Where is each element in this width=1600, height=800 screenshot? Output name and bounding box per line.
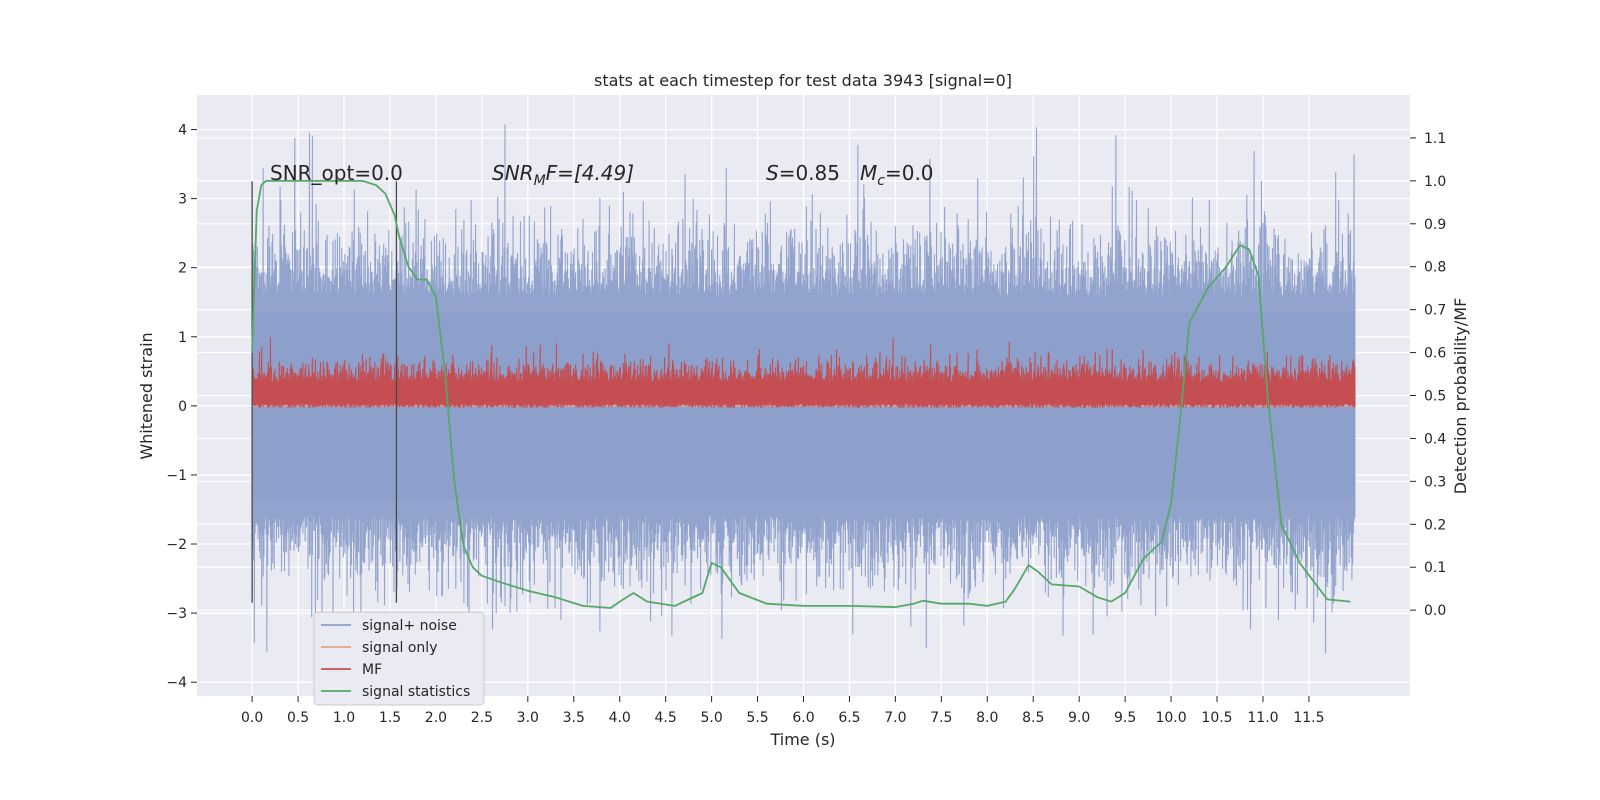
chart-title: stats at each timestep for test data 394… xyxy=(594,71,1012,90)
legend-label-signal-only: signal only xyxy=(362,640,437,656)
x-tick-label: 3.0 xyxy=(517,710,539,726)
y-tick-label-right: 0.7 xyxy=(1424,303,1446,319)
y-tick-label-left: −1 xyxy=(166,468,187,484)
x-tick-label: 0.5 xyxy=(287,710,309,726)
y-tick-label-right: 0.6 xyxy=(1424,346,1446,362)
series-mf xyxy=(251,337,1356,408)
y-axis-label-right: Detection probability/MF xyxy=(1451,298,1470,495)
legend-label-signal-plus-noise: signal+ noise xyxy=(362,618,457,634)
x-tick-label: 2.0 xyxy=(425,710,447,726)
x-tick-label: 6.5 xyxy=(838,710,860,726)
y-tick-label-left: 3 xyxy=(178,192,187,208)
annotation-s-rest: =0.85 xyxy=(779,161,840,185)
x-tick-label: 6.0 xyxy=(792,710,814,726)
y-tick-label-left: 1 xyxy=(178,330,187,346)
x-tick-label: 1.0 xyxy=(333,710,355,726)
legend-box xyxy=(313,611,485,706)
y-tick-label-right: 1.1 xyxy=(1424,131,1446,147)
y-tick-label-right: 0.1 xyxy=(1424,560,1446,576)
y-tick-label-left: 2 xyxy=(178,261,187,277)
x-tick-label: 8.5 xyxy=(1022,710,1044,726)
signal-statistics-line xyxy=(251,180,1351,609)
y-ticks-right: 1.1 1.0 0.9 0.8 0.7 0.6 0.5 0.4 0.3 0.2 0.1 0.0 xyxy=(1410,131,1446,619)
annotation-snr-mf-main: SNR xyxy=(492,161,534,185)
y-tick-label-right: 1.0 xyxy=(1424,174,1446,190)
x-tick-label: 5.0 xyxy=(700,710,722,726)
x-ticks: 0.0 0.5 1.0 1.5 2.0 2.5 3.0 3.5 4.0 4.5 5.0 5.5 6.0 6… xyxy=(241,696,1325,726)
y-tick-label-right: 0.5 xyxy=(1424,389,1446,405)
x-tick-label: 11.5 xyxy=(1293,710,1324,726)
legend-label-mf: MF xyxy=(362,662,382,678)
legend: signal+ noise signal only MF signal stat… xyxy=(313,611,485,706)
annotation-snr-opt: SNR_opt=0.0 xyxy=(270,161,403,185)
x-tick-label: 4.0 xyxy=(609,710,631,726)
x-axis-label: Time (s) xyxy=(769,730,835,749)
y-tick-label-left: 4 xyxy=(178,123,187,139)
annotation-snr-mf: SNRMF=[4.49] xyxy=(492,161,634,189)
annotation-s: S=0.85 xyxy=(766,161,840,185)
y-axis-label-left: Whitened strain xyxy=(137,332,156,459)
x-tick-label: 7.0 xyxy=(884,710,906,726)
x-tick-label: 8.0 xyxy=(976,710,998,726)
annotation-mc-main: M xyxy=(860,161,877,185)
y-tick-label-left: −2 xyxy=(166,537,187,553)
annotation-mc-sub: c xyxy=(877,173,885,189)
y-ticks-left: 4 3 2 1 0 −1 −2 −3 −4 xyxy=(166,123,197,691)
mf-core xyxy=(252,385,1355,402)
legend-label-signal-statistics: signal statistics xyxy=(362,684,470,700)
annotation-mc-rest: =0.0 xyxy=(885,161,934,185)
x-tick-label: 4.5 xyxy=(655,710,677,726)
x-tick-label: 2.5 xyxy=(471,710,493,726)
series-signal-statistics xyxy=(251,180,1351,609)
x-tick-label: 5.5 xyxy=(746,710,768,726)
x-tick-label: 10.5 xyxy=(1201,710,1232,726)
x-tick-label: 11.0 xyxy=(1247,710,1278,726)
x-tick-label: 1.5 xyxy=(379,710,401,726)
x-tick-label: 3.5 xyxy=(563,710,585,726)
x-tick-label: 9.5 xyxy=(1114,710,1136,726)
y-tick-label-left: −3 xyxy=(166,606,187,622)
annotation-s-main: S xyxy=(766,161,779,185)
y-tick-label-right: 0.2 xyxy=(1424,517,1446,533)
y-tick-label-right: 0.8 xyxy=(1424,260,1446,276)
x-tick-label: 10.0 xyxy=(1155,710,1186,726)
y-tick-label-right: 0.4 xyxy=(1424,431,1446,447)
x-tick-label: 7.5 xyxy=(930,710,952,726)
x-tick-label: 0.0 xyxy=(241,710,263,726)
y-tick-label-right: 0.9 xyxy=(1424,217,1446,233)
y-tick-label-right: 0.0 xyxy=(1424,603,1446,619)
vertical-markers xyxy=(251,181,398,603)
annotation-snr-mf-rest: F=[4.49] xyxy=(546,161,634,185)
x-tick-label: 9.0 xyxy=(1068,710,1090,726)
annotation-mc: Mc=0.0 xyxy=(860,161,934,189)
y-tick-label-left: 0 xyxy=(178,399,187,415)
annotation-snr-mf-sub: M xyxy=(534,173,546,189)
y-tick-label-right: 0.3 xyxy=(1424,474,1446,490)
y-tick-label-left: −4 xyxy=(166,675,187,691)
